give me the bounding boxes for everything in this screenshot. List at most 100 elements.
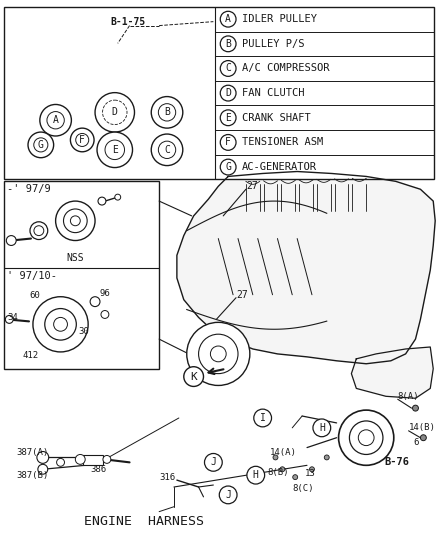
- Text: E: E: [225, 113, 231, 123]
- Text: 13: 13: [305, 469, 316, 478]
- Text: G: G: [38, 140, 44, 150]
- Circle shape: [358, 430, 374, 445]
- Text: D: D: [225, 88, 231, 98]
- Text: H: H: [319, 423, 325, 433]
- Text: 387(A): 387(A): [16, 448, 49, 457]
- Text: 8(A): 8(A): [398, 392, 419, 401]
- Circle shape: [37, 452, 49, 463]
- Circle shape: [273, 455, 278, 460]
- Text: F: F: [79, 135, 85, 145]
- Circle shape: [158, 104, 176, 121]
- Text: K: K: [190, 372, 197, 382]
- Circle shape: [220, 110, 236, 126]
- Circle shape: [220, 135, 236, 150]
- Text: 96: 96: [100, 289, 111, 298]
- Circle shape: [76, 134, 89, 146]
- Circle shape: [293, 475, 297, 480]
- Circle shape: [339, 410, 394, 465]
- Circle shape: [64, 209, 87, 233]
- Circle shape: [350, 421, 383, 454]
- Circle shape: [103, 455, 111, 463]
- Circle shape: [313, 419, 331, 437]
- Circle shape: [184, 367, 203, 387]
- Text: ' 97/10-: ' 97/10-: [8, 271, 57, 281]
- Text: E: E: [112, 145, 118, 155]
- Circle shape: [205, 454, 222, 471]
- Polygon shape: [177, 172, 435, 364]
- Text: 412: 412: [23, 351, 39, 360]
- Circle shape: [198, 334, 238, 373]
- Text: J: J: [210, 458, 216, 468]
- Text: 6: 6: [414, 438, 419, 447]
- Text: 386: 386: [90, 465, 106, 474]
- Bar: [4, 181, 159, 369]
- Text: B-76: B-76: [384, 458, 409, 468]
- Bar: [4, 7, 434, 179]
- Circle shape: [6, 235, 16, 245]
- Circle shape: [33, 297, 88, 352]
- Text: AC-GENERATOR: AC-GENERATOR: [242, 162, 317, 172]
- Text: G: G: [225, 162, 231, 172]
- Text: B: B: [164, 107, 170, 117]
- Text: NSS: NSS: [67, 253, 84, 263]
- Text: 14(B): 14(B): [408, 423, 435, 432]
- Text: H: H: [253, 470, 259, 480]
- Circle shape: [97, 132, 133, 167]
- Circle shape: [98, 197, 106, 205]
- Circle shape: [220, 159, 236, 175]
- Text: 387(B): 387(B): [16, 471, 49, 480]
- Circle shape: [412, 405, 419, 411]
- Circle shape: [34, 225, 44, 235]
- Text: D: D: [112, 107, 118, 117]
- Circle shape: [34, 138, 48, 152]
- Circle shape: [220, 85, 236, 101]
- Polygon shape: [351, 347, 433, 398]
- Circle shape: [45, 309, 76, 340]
- Text: ENGINE  HARNESS: ENGINE HARNESS: [84, 515, 204, 528]
- Text: CRANK SHAFT: CRANK SHAFT: [242, 113, 311, 123]
- Circle shape: [40, 105, 72, 136]
- Circle shape: [220, 11, 236, 27]
- Bar: [83, 455, 103, 465]
- Circle shape: [56, 201, 95, 240]
- Circle shape: [210, 346, 226, 362]
- Circle shape: [280, 467, 285, 471]
- Text: I: I: [260, 413, 266, 423]
- Circle shape: [101, 311, 109, 319]
- Text: TENSIONER ASM: TENSIONER ASM: [242, 137, 323, 147]
- Circle shape: [53, 317, 68, 331]
- Text: C: C: [225, 64, 231, 74]
- Text: FAN CLUTCH: FAN CLUTCH: [242, 88, 305, 98]
- Text: 30: 30: [78, 327, 89, 336]
- Circle shape: [57, 458, 65, 466]
- Circle shape: [70, 216, 80, 225]
- Circle shape: [30, 222, 48, 239]
- Circle shape: [95, 93, 134, 132]
- Text: -' 97/9: -' 97/9: [8, 184, 51, 194]
- Text: IDLER PULLEY: IDLER PULLEY: [242, 14, 317, 24]
- Text: B: B: [225, 39, 231, 49]
- Circle shape: [324, 455, 329, 460]
- Circle shape: [420, 435, 427, 440]
- Text: C: C: [164, 145, 170, 155]
- Text: 14(A): 14(A): [270, 448, 297, 457]
- Text: J: J: [225, 490, 231, 500]
- Circle shape: [115, 194, 121, 200]
- Text: A: A: [225, 14, 231, 24]
- Circle shape: [247, 466, 265, 484]
- Text: 27: 27: [236, 290, 248, 300]
- Text: 34: 34: [8, 313, 18, 322]
- Circle shape: [5, 315, 13, 324]
- Circle shape: [220, 60, 236, 76]
- Text: 60: 60: [29, 291, 40, 300]
- Text: 8(C): 8(C): [292, 485, 314, 494]
- Text: A/C COMPRESSOR: A/C COMPRESSOR: [242, 64, 329, 74]
- Text: B-1-75: B-1-75: [110, 17, 145, 27]
- Text: 316: 316: [159, 473, 175, 481]
- Circle shape: [103, 100, 127, 125]
- Circle shape: [309, 467, 314, 471]
- Circle shape: [151, 134, 183, 166]
- Circle shape: [75, 454, 85, 464]
- Circle shape: [90, 297, 100, 306]
- Circle shape: [38, 464, 48, 474]
